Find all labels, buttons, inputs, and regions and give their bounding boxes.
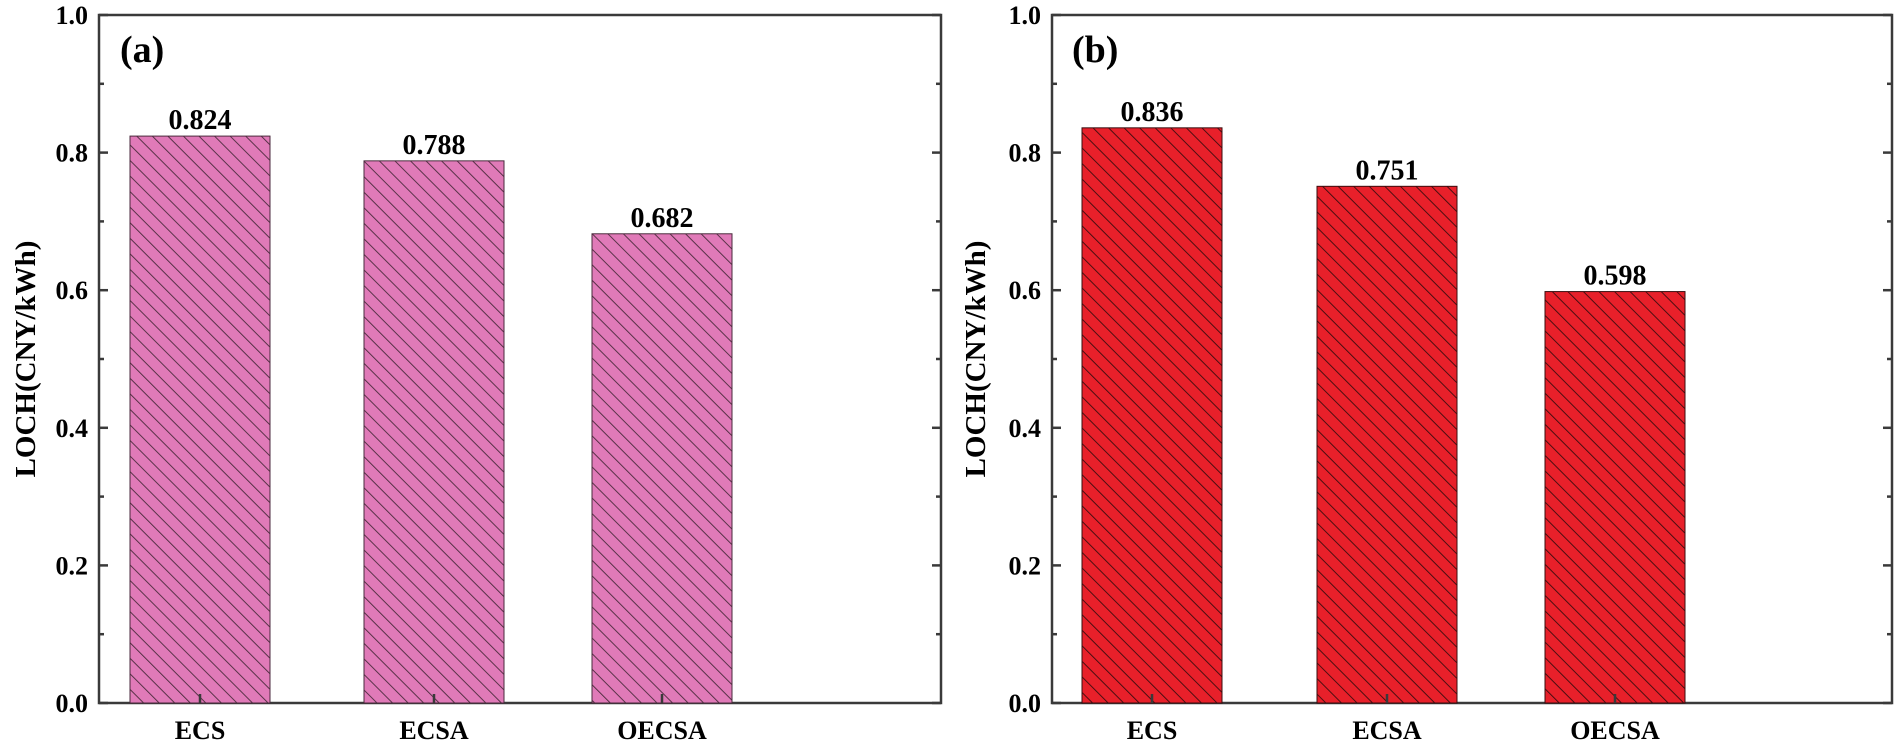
y-axis: 0.0 0.2 0.4 0.6 0.8 1.0 <box>1009 1 1892 718</box>
bar-oecsa <box>591 233 733 704</box>
y-tick-label: 0.0 <box>56 689 89 718</box>
y-tick-label: 0.4 <box>56 414 89 443</box>
panel-label: (b) <box>1072 29 1118 71</box>
value-label: 0.751 <box>1356 155 1419 186</box>
x-tick-label: ECS <box>1127 716 1178 745</box>
bars: 0.824 ECS 0.788 ECSA 0.682 OECSA <box>129 105 733 745</box>
y-axis-title: LOCH(CNY/kWh) <box>960 241 992 478</box>
y-tick-label: 0.8 <box>1009 139 1042 168</box>
value-label: 0.824 <box>169 105 232 136</box>
bar-oecsa <box>1544 291 1686 704</box>
y-tick-label: 0.6 <box>56 276 89 305</box>
panel-label: (a) <box>120 29 164 71</box>
x-tick-label: OECSA <box>617 716 707 745</box>
x-tick-label: ECSA <box>1352 716 1422 745</box>
bar-ecs <box>129 135 271 704</box>
value-label: 0.598 <box>1584 261 1647 292</box>
y-tick-label: 0.4 <box>1009 414 1042 443</box>
y-tick-label: 1.0 <box>1009 1 1042 30</box>
value-label: 0.836 <box>1121 97 1184 128</box>
y-tick-label: 1.0 <box>56 1 89 30</box>
chart-panel-a: (a) LOCH(CNY/kWh) 0.0 0.2 0.4 0.6 0.8 1.0 0.8… <box>10 1 943 745</box>
y-tick-label: 0.0 <box>1009 689 1042 718</box>
y-tick-label: 0.6 <box>1009 276 1042 305</box>
x-tick-label: OECSA <box>1570 716 1660 745</box>
y-axis: 0.0 0.2 0.4 0.6 0.8 1.0 <box>56 1 941 718</box>
value-label: 0.788 <box>403 130 466 161</box>
chart-panel-b: (b) LOCH(CNY/kWh) 0.0 0.2 0.4 0.6 0.8 1.0 0.8… <box>960 1 1894 745</box>
y-tick-label: 0.2 <box>56 551 89 580</box>
x-tick-label: ECSA <box>399 716 469 745</box>
bar-ecsa <box>1316 185 1458 704</box>
bar-ecsa <box>363 160 505 704</box>
value-label: 0.682 <box>631 203 694 234</box>
bar-ecs <box>1081 127 1223 704</box>
y-axis-title: LOCH(CNY/kWh) <box>10 241 42 478</box>
y-tick-label: 0.2 <box>1009 551 1042 580</box>
y-tick-label: 0.8 <box>56 139 89 168</box>
bars: 0.836 ECS 0.751 ECSA 0.598 OECSA <box>1081 97 1686 745</box>
x-tick-label: ECS <box>175 716 226 745</box>
